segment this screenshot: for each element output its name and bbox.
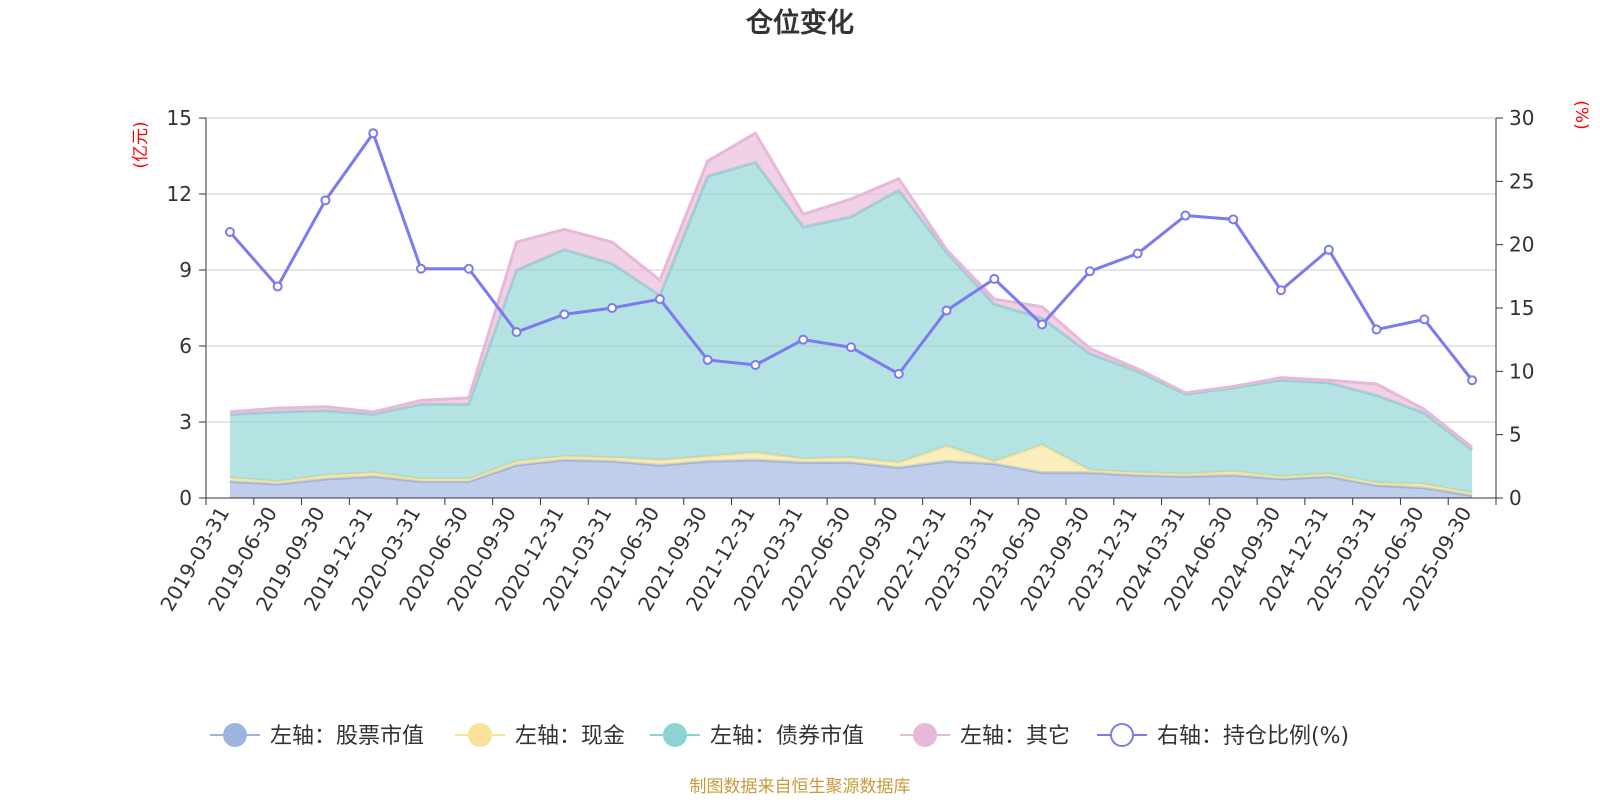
right-tick-label: 10 [1509,359,1534,383]
left-tick-label: 6 [179,334,192,358]
ratio-point [1371,324,1382,335]
right-axis-unit: (%) [1571,100,1591,129]
ratio-point [941,305,952,316]
ratio-point [1419,314,1430,325]
chart-title: 仓位变化 [745,7,854,39]
data-source-footer: 制图数据来自恒生聚源数据库 [690,777,911,797]
ratio-point [989,273,1000,284]
left-axis-unit: (亿元) [131,121,151,168]
ratio-point [750,360,761,370]
ratio-point [1228,214,1239,225]
left-tick-label: 0 [179,486,192,510]
ratio-point [1323,244,1334,255]
legend-marker [468,723,492,747]
left-tick-label: 12 [167,182,192,206]
legend-label: 左轴：现金 [515,724,625,749]
legend-label: 右轴：持仓比例(%) [1157,724,1349,749]
stacked-areas [229,131,1474,498]
ratio-point [1467,375,1478,386]
ratio-point [559,309,570,320]
right-tick-label: 15 [1509,296,1534,320]
legend-marker [913,723,937,747]
ratio-point [368,128,379,139]
ratio-point [893,368,904,379]
left-tick-label: 9 [179,258,192,282]
legend-marker [223,723,247,747]
ratio-point [1180,210,1191,221]
ratio-point [1276,285,1286,296]
ratio-point [224,227,235,237]
right-tick-label: 30 [1509,106,1534,130]
ratio-point [654,294,665,305]
left-tick-label: 15 [167,106,192,130]
legend-label: 左轴：债券市值 [710,724,864,749]
ratio-point [798,334,809,345]
ratio-point [1132,248,1143,259]
ratio-point [1037,319,1048,330]
ratio-point [272,281,283,292]
ratio-point [511,327,522,338]
left-tick-label: 3 [179,410,192,434]
ratio-point [702,354,713,365]
legend-label: 左轴：股票市值 [270,724,424,749]
ratio-point [463,263,474,274]
ratio-point [320,195,331,206]
area-左轴：债券市值 [229,162,1473,493]
right-tick-label: 25 [1509,169,1534,193]
ratio-point [846,342,856,353]
area-左轴：股票市值 [229,460,1473,498]
ratio-point [416,263,426,274]
area-edge-左轴：其它 [229,131,1474,449]
legend: 左轴：股票市值 左轴：现金 左轴：债券市值 左轴：其它 右轴：持仓比例(%) [210,723,1349,749]
legend-marker [1110,723,1134,747]
holding-ratio-line [224,128,1478,386]
ratio-point [607,303,618,313]
ratio-point [1084,266,1095,277]
right-tick-label: 5 [1509,423,1522,447]
right-tick-label: 20 [1509,233,1534,257]
right-tick-label: 0 [1509,486,1522,510]
legend-marker [663,723,687,747]
legend-label: 左轴：其它 [960,724,1070,749]
